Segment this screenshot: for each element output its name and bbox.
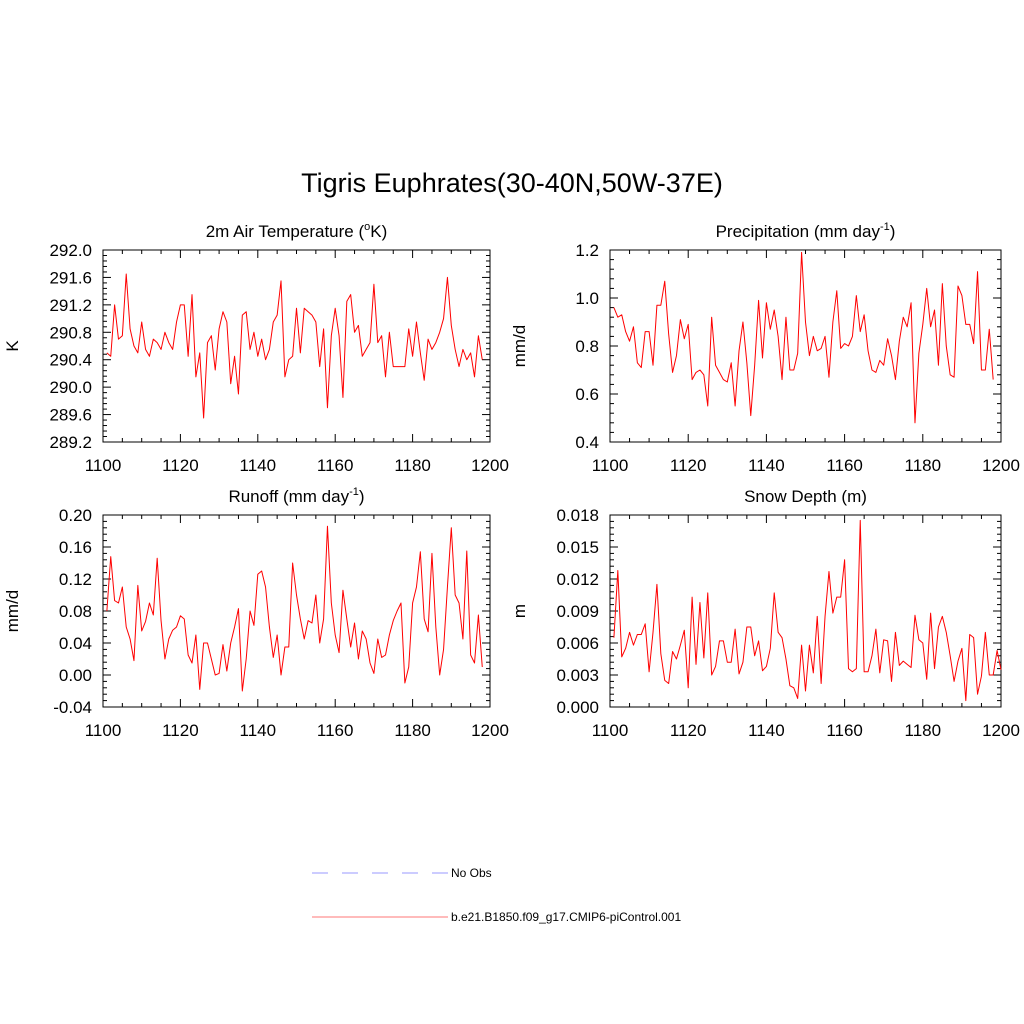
panel-snow-depth: 1100 1120 1140 1160 1180 1200 0.000 0.003 0.006 0… <box>510 487 1020 740</box>
panel-title: Precipitation (mm day-1) <box>716 221 896 241</box>
y-axis-label: mm/d <box>3 590 22 633</box>
legend: No Obs b.e21.B1850.f09_g17.CMIP6-piContr… <box>312 866 681 924</box>
x-tick-label: 1180 <box>394 456 431 475</box>
page-title: Tigris Euphrates(30-40N,50W-37E) <box>301 168 723 198</box>
x-tick-label: 1120 <box>162 456 199 475</box>
x-tick-label: 1180 <box>394 721 431 740</box>
y-tick-label: 290.8 <box>49 323 92 342</box>
y-tick-label: 0.009 <box>556 602 599 621</box>
panel-precipitation: 1100 1120 1140 1160 1180 1200 0.4 0.6 0.8 1.0 1.2 P… <box>510 221 1020 475</box>
legend-label-model: b.e21.B1850.f09_g17.CMIP6-piControl.001 <box>451 910 681 924</box>
y-axis-label: K <box>3 340 22 352</box>
x-tick-label: 1200 <box>982 721 1020 740</box>
x-tick-label: 1160 <box>826 456 863 475</box>
plot-frame <box>102 249 491 443</box>
y-tick-label: 1.0 <box>575 289 599 308</box>
y-tick-label: 291.6 <box>49 268 92 287</box>
y-tick-label: 0.00 <box>59 666 92 685</box>
x-tick-label: 1180 <box>905 456 942 475</box>
y-tick-label: 0.6 <box>575 385 599 404</box>
x-tick-label: 1100 <box>592 456 629 475</box>
x-tick-label: 1200 <box>982 456 1020 475</box>
y-tick-label: 1.2 <box>575 241 599 260</box>
x-tick-label: 1160 <box>826 721 863 740</box>
x-tick-label: 1140 <box>748 721 785 740</box>
x-tick-label: 1140 <box>240 721 277 740</box>
x-tick-label: 1100 <box>85 456 122 475</box>
x-tick-label: 1200 <box>471 456 509 475</box>
y-axis-label: mm/d <box>510 325 529 368</box>
x-tick-label: 1200 <box>471 721 509 740</box>
y-axis-label: m <box>510 604 529 618</box>
y-tick-label: 289.2 <box>49 433 92 452</box>
y-tick-label: 0.018 <box>556 506 599 525</box>
y-tick-label: 0.000 <box>556 698 599 717</box>
x-tick-label: 1120 <box>670 456 707 475</box>
panel-title: Snow Depth (m) <box>744 487 867 506</box>
x-tick-label: 1160 <box>317 456 354 475</box>
y-tick-label: 292.0 <box>49 241 92 260</box>
legend-label-no-obs: No Obs <box>451 866 492 880</box>
y-tick-label: 0.16 <box>59 538 92 557</box>
y-tick-label: 0.20 <box>59 506 92 525</box>
x-tick-label: 1100 <box>592 721 629 740</box>
series-line-model <box>613 519 1002 702</box>
plot-frame <box>609 514 1002 708</box>
x-tick-label: 1120 <box>670 721 707 740</box>
y-tick-label: 0.08 <box>59 602 92 621</box>
panel-runoff: 1100 1120 1140 1160 1180 1200 -0.04 0.00 0.04 0.0… <box>3 486 509 740</box>
y-tick-label: -0.04 <box>53 698 92 717</box>
y-tick-label: 290.4 <box>49 351 92 370</box>
panel-title: Runoff (mm day-1) <box>228 486 364 506</box>
plot-frame <box>102 514 491 708</box>
plot-frame <box>609 249 1002 443</box>
series-line-model <box>106 525 483 692</box>
y-tick-label: 0.012 <box>556 570 599 589</box>
x-tick-label: 1140 <box>240 456 277 475</box>
x-tick-label: 1140 <box>748 456 785 475</box>
x-tick-label: 1180 <box>905 721 942 740</box>
y-tick-label: 290.0 <box>49 378 92 397</box>
series-line-model <box>613 251 994 424</box>
y-tick-label: 0.04 <box>59 634 92 653</box>
x-tick-label: 1120 <box>162 721 199 740</box>
panel-air-temperature: 1100 1120 1140 1160 1180 1200 289.2 289.6 290.0 2… <box>3 221 509 475</box>
x-tick-label: 1100 <box>85 721 122 740</box>
y-tick-label: 0.4 <box>575 433 599 452</box>
y-tick-label: 0.015 <box>556 538 599 557</box>
y-tick-label: 291.2 <box>49 296 92 315</box>
x-tick-label: 1160 <box>317 721 354 740</box>
y-tick-label: 289.6 <box>49 406 92 425</box>
series-line-model <box>106 273 483 419</box>
y-tick-label: 0.12 <box>59 570 92 589</box>
y-tick-label: 0.006 <box>556 634 599 653</box>
y-tick-label: 0.8 <box>575 337 599 356</box>
panel-title: 2m Air Temperature (oK) <box>206 221 388 241</box>
y-tick-label: 0.003 <box>556 666 599 685</box>
